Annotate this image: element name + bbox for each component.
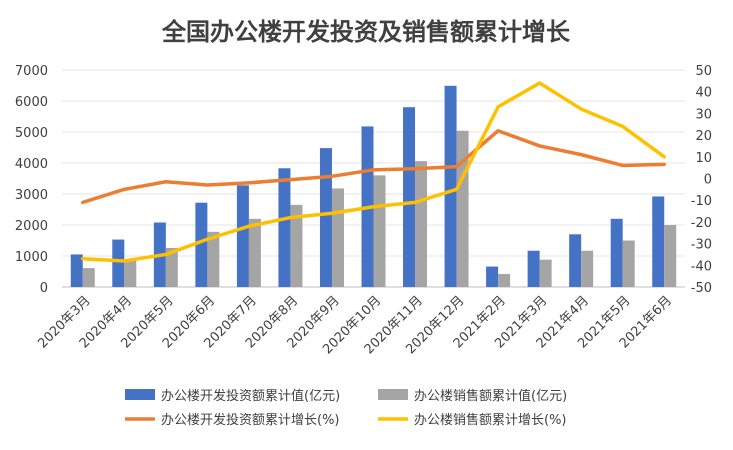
right-tick-label: -40 [691, 259, 712, 274]
right-tick-label: -50 [691, 281, 712, 296]
bar-sales [664, 225, 677, 287]
right-tick-label: -10 [691, 194, 712, 209]
bar-investment [403, 107, 416, 287]
bar-sales [165, 247, 178, 287]
sales-growth-line [81, 81, 666, 263]
bar-investment [652, 196, 665, 287]
legend: 办公楼开发投资额累计值(亿元) 办公楼销售额累计值(亿元) 办公楼开发投资额累计增长… [125, 388, 567, 428]
left-tick-label: 3000 [15, 188, 48, 203]
legend-label: 办公楼销售额累计增长(%) [414, 412, 567, 428]
bar-investment [486, 266, 499, 287]
legend-swatch [125, 389, 155, 400]
right-tick-label: 50 [695, 64, 712, 79]
left-tick-label: 6000 [15, 95, 48, 110]
bar-sales [456, 130, 469, 287]
chart-title: 全国办公楼开发投资及销售额累计增长 [161, 18, 571, 46]
legend-item: 办公楼销售额累计值(亿元) [378, 388, 567, 404]
left-tick-label: 1000 [15, 250, 48, 265]
bar-sales [415, 161, 428, 287]
bar-sales [539, 259, 552, 287]
left-tick-label: 2000 [15, 219, 48, 234]
right-axis: -50 -40 -30 -20 -10 0 10 20 30 40 50 [691, 64, 712, 296]
bar-sales [290, 204, 303, 287]
legend-item: 办公楼开发投资额累计增长(%) [125, 412, 340, 428]
bar-sales [622, 240, 635, 287]
right-tick-label: 30 [695, 107, 712, 122]
bar-investment [112, 239, 125, 287]
legend-item: 办公楼开发投资额累计值(亿元) [125, 388, 340, 404]
bar-investment [527, 250, 540, 287]
right-tick-label: 20 [695, 129, 712, 144]
bar-sales [82, 268, 95, 287]
bar-investment [569, 234, 582, 287]
legend-label: 办公楼开发投资额累计值(亿元) [161, 388, 340, 404]
left-tick-label: 4000 [15, 157, 48, 172]
bar-investment [444, 85, 457, 287]
right-tick-label: 0 [704, 173, 712, 188]
right-tick-label: -30 [691, 238, 712, 253]
legend-item: 办公楼销售额累计增长(%) [378, 412, 567, 428]
bar-investment [610, 218, 623, 287]
investment-growth-line [81, 129, 666, 205]
bar-sales [331, 188, 344, 287]
right-tick-label: 10 [695, 151, 712, 166]
bar-investment [278, 168, 291, 287]
left-tick-label: 0 [40, 281, 48, 296]
legend-swatch [378, 389, 408, 400]
legend-label: 办公楼销售额累计值(亿元) [414, 388, 567, 404]
legend-label: 办公楼开发投资额累计增长(%) [161, 412, 340, 428]
right-tick-label: -20 [691, 216, 712, 231]
bar-sales [207, 231, 220, 287]
bar-sales [248, 218, 261, 287]
bar-investment [195, 202, 208, 287]
bar-sales [373, 175, 386, 287]
series-lines [81, 81, 666, 263]
bar-investment [319, 148, 332, 287]
bar-investment [70, 254, 83, 287]
right-tick-label: 40 [695, 86, 712, 101]
bar-investment [236, 185, 249, 287]
left-axis: 0 1000 2000 3000 4000 5000 6000 7000 [15, 64, 48, 296]
bar-sales [498, 273, 511, 287]
bar-sales [124, 259, 137, 287]
left-tick-label: 5000 [15, 126, 48, 141]
left-tick-label: 7000 [15, 64, 48, 79]
bar-sales [581, 250, 594, 287]
x-axis: 2020年3月2020年4月2020年5月2020年6月2020年7月2020年… [35, 293, 675, 357]
